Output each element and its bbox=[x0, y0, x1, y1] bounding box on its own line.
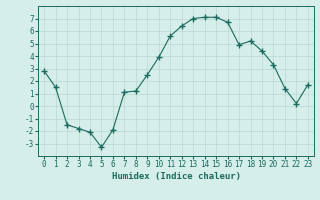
X-axis label: Humidex (Indice chaleur): Humidex (Indice chaleur) bbox=[111, 172, 241, 181]
